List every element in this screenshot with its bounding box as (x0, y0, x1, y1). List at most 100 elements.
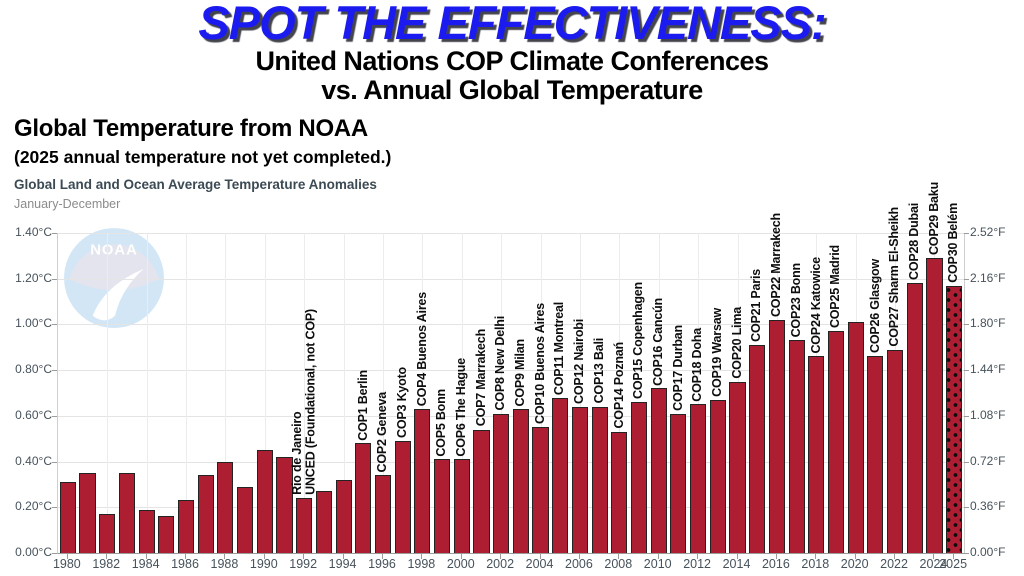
bar-1999 (433, 459, 451, 553)
x-axis-label-2016: 2016 (761, 557, 790, 571)
y-tick-left (52, 461, 57, 463)
y-axis-label-f: 1.08°F (970, 407, 1006, 422)
cop-label-2022: COP27 Sharm El-Sheikh (887, 206, 902, 347)
cop-label-2021: COP26 Glasgow (867, 259, 882, 354)
x-tick-1986 (185, 554, 187, 559)
gridline-v (225, 233, 227, 553)
y-axis-label-c: 1.40°C (15, 225, 52, 239)
x-axis-label-2025: 2025 (939, 557, 968, 571)
x-tick-2004 (539, 554, 541, 559)
cop-label-2000: COP6 The Hague (454, 357, 468, 457)
bar-2021 (867, 356, 884, 553)
bar-2025 (946, 285, 963, 553)
bar-2020 (847, 322, 864, 553)
bar-2011 (670, 413, 687, 553)
x-axis-label-1986: 1986 (171, 557, 199, 571)
y-axis-label-f: 0.00°F (970, 545, 1006, 559)
bar-2022 (886, 349, 904, 553)
bar-2001 (473, 429, 490, 553)
y-tick-left (52, 415, 57, 417)
y-axis-label-f: 2.52°F (970, 225, 1006, 239)
cop-label-1996: COP2 Geneva (375, 391, 390, 473)
gridline-v (146, 233, 148, 553)
bar-1989 (237, 486, 254, 553)
bar-1980 (59, 482, 76, 553)
bar-2024 (926, 258, 943, 553)
cop-label-2006: COP12 Nairobi (572, 318, 587, 404)
y-axis-label-c: 1.00°C (15, 316, 52, 331)
y-axis-label-c: 0.00°C (15, 545, 52, 559)
y-axis-label-c: 0.60°C (15, 407, 52, 422)
chart-note: (2025 annual temperature not yet complet… (14, 147, 392, 167)
x-axis-label-2000: 2000 (446, 557, 475, 571)
bar-1988 (217, 461, 234, 553)
gridline-v (107, 233, 109, 553)
gridline-h (58, 233, 964, 234)
y-tick-left (52, 553, 57, 554)
x-axis-label-1982: 1982 (92, 557, 121, 571)
cop-label-2017: COP23 Bonn (788, 263, 803, 338)
bar-1996 (374, 475, 392, 553)
gridline-h (58, 507, 964, 509)
bar-1994 (335, 479, 352, 553)
bar-1998 (414, 409, 431, 553)
bar-2013 (709, 399, 726, 553)
y-tick-left (52, 278, 57, 280)
cop-label-1997: COP3 Kyoto (394, 367, 409, 438)
cop-label-2018: COP24 Katowice (808, 256, 823, 354)
gridline-v (619, 233, 621, 553)
cop-label-2005: COP11 Montreal (552, 301, 567, 395)
gridline-h (58, 324, 964, 326)
cop-label-2016: COP22 Marrakech (769, 212, 784, 317)
cop-label-2001: COP7 Marrakech (473, 329, 488, 427)
x-tick-1988 (224, 554, 226, 559)
x-tick-1992 (303, 554, 305, 559)
x-tick-1982 (106, 554, 108, 559)
bar-2016 (768, 319, 785, 553)
cop-label-2003: COP9 Milan (513, 338, 528, 406)
bar-2015 (749, 345, 766, 553)
y-tick-right (964, 507, 969, 509)
bar-1993 (315, 491, 332, 553)
x-tick-2006 (578, 554, 580, 559)
x-tick-2022 (894, 554, 896, 559)
x-axis-label-1984: 1984 (131, 557, 160, 571)
gridline-h (58, 461, 964, 463)
cop-label-2024: COP29 Baku (926, 182, 941, 256)
gridline-h (58, 278, 964, 280)
bar-1982 (99, 514, 116, 553)
noaa-logo-bird (92, 268, 144, 321)
bar-2019 (827, 331, 845, 553)
y-axis-label-f: 0.36°F (970, 499, 1006, 514)
y-tick-right (964, 233, 969, 234)
bar-2003 (512, 409, 529, 553)
x-axis-label-1990: 1990 (249, 557, 278, 571)
x-tick-2012 (697, 554, 699, 559)
gridline-h (58, 415, 964, 417)
x-axis-label-1994: 1994 (328, 557, 357, 571)
x-axis-label-1992: 1992 (289, 557, 318, 571)
y-axis-label-c: 0.20°C (15, 499, 52, 514)
x-tick-2002 (500, 554, 502, 559)
bar-2014 (729, 381, 746, 553)
y-axis-label-c: 1.20°C (15, 270, 52, 285)
x-axis-label-1980: 1980 (52, 557, 81, 571)
x-axis-label-2006: 2006 (565, 557, 593, 571)
y-tick-right (964, 553, 969, 554)
bar-1995 (355, 443, 372, 553)
cop-label-1998: COP4 Buenos Aires (414, 291, 429, 406)
x-tick-2024 (933, 554, 935, 559)
bar-2023 (906, 283, 923, 553)
bar-1997 (394, 441, 411, 553)
x-tick-2014 (736, 554, 738, 559)
y-tick-right (964, 461, 969, 463)
x-axis-label-1998: 1998 (407, 557, 436, 571)
x-axis-label-2004: 2004 (525, 557, 554, 571)
x-tick-2000 (460, 554, 462, 559)
bar-2018 (808, 356, 825, 553)
x-tick-2008 (618, 554, 620, 559)
y-tick-right (964, 324, 969, 326)
x-axis-label-2020: 2020 (840, 557, 869, 571)
gridline-v (186, 233, 188, 553)
